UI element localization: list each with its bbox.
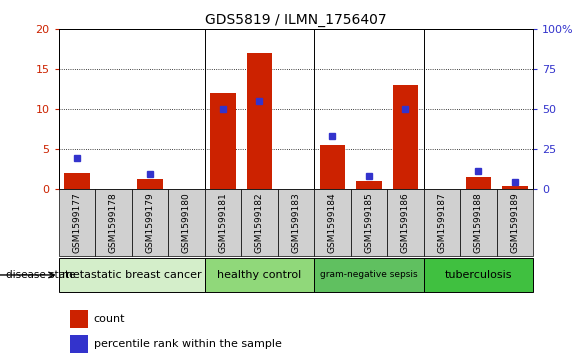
Text: GSM1599186: GSM1599186 <box>401 192 410 253</box>
Text: GSM1599181: GSM1599181 <box>219 192 227 253</box>
Bar <box>320 145 345 189</box>
Bar <box>350 189 387 256</box>
Text: GSM1599179: GSM1599179 <box>145 192 154 253</box>
Bar <box>137 179 163 189</box>
Text: GSM1599184: GSM1599184 <box>328 192 337 253</box>
Bar <box>70 310 88 328</box>
Bar <box>502 185 528 189</box>
Bar <box>387 189 424 256</box>
Bar <box>460 189 497 256</box>
Bar <box>314 258 424 292</box>
Bar <box>424 258 533 292</box>
Text: gram-negative sepsis: gram-negative sepsis <box>320 270 418 280</box>
Text: percentile rank within the sample: percentile rank within the sample <box>94 339 282 349</box>
Text: GSM1599178: GSM1599178 <box>109 192 118 253</box>
Bar <box>205 189 241 256</box>
Text: disease state: disease state <box>6 270 76 280</box>
Text: GSM1599183: GSM1599183 <box>291 192 301 253</box>
Bar <box>241 189 278 256</box>
Bar <box>356 181 381 189</box>
Bar <box>210 93 236 189</box>
Bar <box>205 258 314 292</box>
Text: GSM1599177: GSM1599177 <box>72 192 81 253</box>
Text: GSM1599187: GSM1599187 <box>438 192 447 253</box>
Bar <box>132 189 168 256</box>
Text: count: count <box>94 314 125 324</box>
Title: GDS5819 / ILMN_1756407: GDS5819 / ILMN_1756407 <box>205 13 387 26</box>
Text: GSM1599188: GSM1599188 <box>474 192 483 253</box>
Bar <box>466 177 491 189</box>
Text: GSM1599180: GSM1599180 <box>182 192 191 253</box>
Bar <box>95 189 132 256</box>
Bar <box>278 189 314 256</box>
Bar <box>59 258 205 292</box>
Text: GSM1599189: GSM1599189 <box>510 192 520 253</box>
Text: metastatic breast cancer: metastatic breast cancer <box>62 270 202 280</box>
Bar <box>424 189 460 256</box>
Bar <box>64 173 90 189</box>
Bar <box>70 335 88 353</box>
Text: healthy control: healthy control <box>217 270 302 280</box>
Bar <box>393 85 418 189</box>
Bar <box>59 189 95 256</box>
Text: GSM1599185: GSM1599185 <box>364 192 373 253</box>
Bar <box>314 189 350 256</box>
Text: tuberculosis: tuberculosis <box>445 270 512 280</box>
Bar <box>497 189 533 256</box>
Text: GSM1599182: GSM1599182 <box>255 192 264 253</box>
Bar <box>247 53 272 189</box>
Bar <box>168 189 205 256</box>
